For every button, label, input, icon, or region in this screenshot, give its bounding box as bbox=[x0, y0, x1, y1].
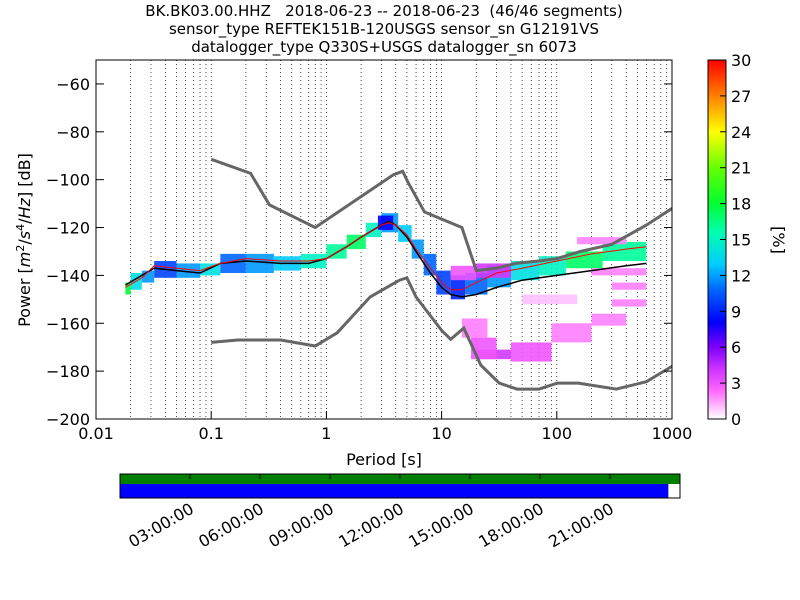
heat-cell bbox=[611, 282, 647, 290]
heat-cell bbox=[591, 268, 647, 276]
chart-title-line-3: datalogger_type Q330S+USGS datalogger_sn… bbox=[191, 38, 577, 56]
y-tick-label: −100 bbox=[46, 171, 90, 190]
heat-cell bbox=[450, 265, 477, 281]
colorbar-label: [%] bbox=[769, 226, 788, 254]
statistics-lines bbox=[125, 220, 647, 298]
heat-cell bbox=[220, 253, 246, 274]
chart-title-line-2: sensor_type REFTEK151B-120USGS sensor_sn… bbox=[168, 20, 600, 38]
x-axis-label: Period [s] bbox=[346, 450, 422, 469]
x-tick-label: 1000 bbox=[652, 424, 693, 443]
timeline-tick-label: 15:00:00 bbox=[405, 499, 477, 551]
heat-cell bbox=[602, 241, 647, 262]
timeline-tick-label: 12:00:00 bbox=[335, 499, 407, 551]
heat-cell bbox=[423, 253, 437, 276]
timeline-coverage-bar bbox=[120, 484, 669, 498]
colorbar-tick-label: 3 bbox=[731, 374, 741, 393]
colorbar-tick-label: 6 bbox=[731, 338, 741, 357]
timeline-tick-label: 06:00:00 bbox=[195, 499, 267, 551]
colorbar-tick-label: 0 bbox=[731, 410, 741, 429]
y-tick-label: −140 bbox=[46, 266, 90, 285]
heat-cell bbox=[176, 263, 201, 278]
heat-cell bbox=[565, 251, 603, 269]
heat-cell bbox=[125, 282, 131, 295]
heat-cell bbox=[471, 337, 497, 360]
colorbar-tick-label: 27 bbox=[731, 87, 751, 106]
new-high-noise-model-line bbox=[210, 157, 672, 273]
heat-cell bbox=[436, 270, 451, 295]
plot-frame bbox=[95, 59, 673, 420]
new-low-noise-model-line bbox=[211, 275, 672, 391]
y-tick-label: −180 bbox=[46, 362, 90, 381]
y-tick-label: −80 bbox=[56, 123, 90, 142]
heat-cell bbox=[245, 253, 274, 274]
heat-cell bbox=[510, 342, 552, 362]
heat-cell bbox=[522, 294, 578, 305]
heat-cell bbox=[591, 313, 627, 326]
heat-cell bbox=[461, 318, 488, 338]
y-tick-label: −200 bbox=[46, 410, 90, 429]
x-axis: 0.01 0.1 1 10 100 1000 bbox=[78, 411, 692, 443]
timeline-tick-label: 09:00:00 bbox=[265, 499, 337, 551]
heat-cell bbox=[141, 270, 155, 283]
heat-cell bbox=[551, 323, 592, 343]
y-tick-label: −60 bbox=[56, 75, 90, 94]
colorbar-ticks: 0 3 6 9 12 15 18 21 24 27 30 bbox=[720, 51, 751, 429]
mode-line bbox=[125, 222, 647, 291]
heat-cell bbox=[346, 234, 366, 250]
heat-cell bbox=[200, 263, 221, 276]
x-tick-label: 100 bbox=[542, 424, 573, 443]
colorbar-tick-label: 24 bbox=[731, 123, 751, 142]
colorbar-tick-label: 18 bbox=[731, 195, 751, 214]
x-tick-label: 0.01 bbox=[78, 424, 114, 443]
heat-cell bbox=[611, 299, 647, 307]
heat-cell bbox=[411, 239, 424, 259]
y-tick-label: −160 bbox=[46, 314, 90, 333]
data-coverage-timeline: 03:00:0006:00:0009:00:0012:00:0015:00:00… bbox=[119, 473, 681, 551]
x-tick-label: 0.1 bbox=[198, 424, 223, 443]
mean-line bbox=[125, 220, 647, 298]
heat-cell bbox=[450, 275, 466, 300]
colorbar-tick-label: 30 bbox=[731, 51, 751, 70]
colorbar-tick-label: 21 bbox=[731, 159, 751, 178]
heat-cell bbox=[300, 253, 327, 269]
timeline-tick-label: 21:00:00 bbox=[545, 499, 617, 551]
heat-cell bbox=[577, 237, 627, 245]
chart-title-line-1: BK.BK03.00.HHZ 2018-06-23 -- 2018-06-23 … bbox=[145, 2, 623, 20]
y-axis: −200 −180 −160 −140 −120 −100 −80 −60 bbox=[46, 75, 672, 429]
noise-models bbox=[210, 157, 672, 391]
colorbar-tick-label: 12 bbox=[731, 266, 751, 285]
timeline-tick-label: 18:00:00 bbox=[475, 499, 547, 551]
colorbar-tick-label: 15 bbox=[731, 231, 751, 250]
y-tick-label: −120 bbox=[46, 219, 90, 238]
x-tick-label: 1 bbox=[321, 424, 331, 443]
y-axis-label: Power [m2/s4/Hz] [dB] bbox=[14, 153, 34, 327]
x-tick-label: 10 bbox=[431, 424, 451, 443]
colorbar-tick-label: 9 bbox=[731, 302, 741, 321]
timeline-tick-label: 03:00:00 bbox=[125, 499, 197, 551]
